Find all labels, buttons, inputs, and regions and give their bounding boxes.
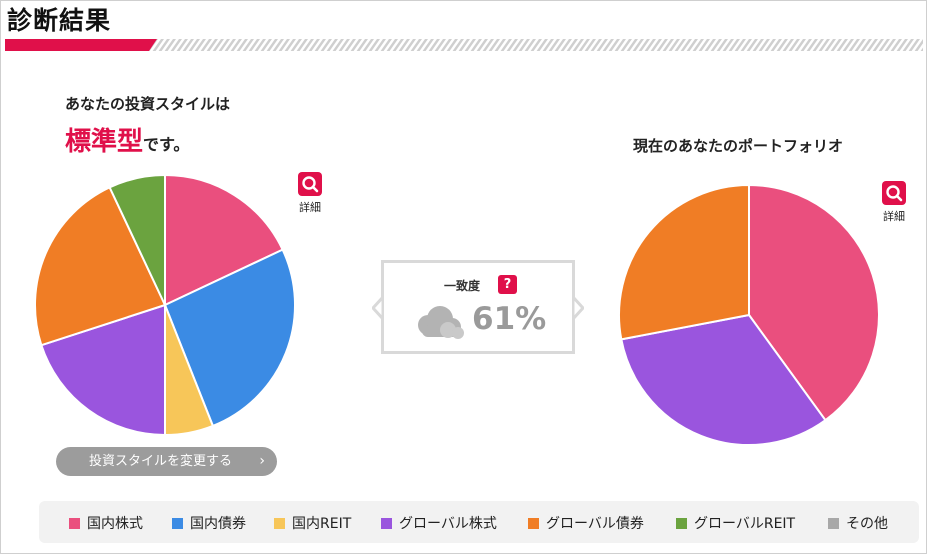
- match-right-arrow: [572, 297, 584, 319]
- investment-style-line: 標準型です。: [65, 121, 189, 158]
- match-label: 一致度: [444, 279, 481, 293]
- match-value: 61%: [472, 301, 547, 337]
- legend-item-domestic-reit: 国内REIT: [274, 513, 351, 533]
- page-title: 診断結果: [7, 6, 112, 35]
- legend-swatch: [528, 518, 539, 529]
- pie-slice-3: [618, 183, 750, 341]
- investment-style-name: 標準型: [65, 127, 144, 157]
- pie-slice-1: [748, 183, 880, 422]
- portfolio-pie-chart: [618, 183, 880, 446]
- detail-label: 詳細: [883, 210, 905, 223]
- title-underline: [5, 39, 923, 51]
- legend-item-global-reit: グローバルREIT: [676, 513, 795, 533]
- legend-item-domestic-bond: 国内債券: [172, 513, 246, 533]
- style-detail-button[interactable]: 詳細: [295, 172, 325, 215]
- pie-slice-2: [163, 248, 296, 428]
- investment-style-suffix: です。: [143, 135, 190, 154]
- pie-slice-4: [40, 303, 166, 437]
- pie-slice-1: [164, 173, 284, 307]
- legend-swatch: [274, 518, 285, 529]
- pie-slice-5: [34, 186, 167, 347]
- legend-item-global-bond: グローバル債券: [528, 513, 644, 533]
- style-pie-chart: [34, 173, 296, 437]
- legend-swatch: [381, 518, 392, 529]
- change-style-button[interactable]: 投資スタイルを変更する ›: [56, 447, 277, 476]
- search-icon: [298, 172, 322, 196]
- legend-item-other: その他: [828, 513, 888, 533]
- change-style-label: 投資スタイルを変更する: [89, 454, 233, 469]
- legend-swatch: [676, 518, 687, 529]
- legend-swatch: [172, 518, 183, 529]
- legend-swatch: [828, 518, 839, 529]
- pie-slice-2: [620, 313, 827, 446]
- portfolio-detail-button[interactable]: 詳細: [879, 181, 909, 224]
- legend: 国内株式 国内債券 国内REIT グローバル株式 グローバル債券 グローバルRE…: [39, 501, 919, 543]
- legend-swatch: [69, 518, 80, 529]
- pie-slice-6: [108, 173, 166, 306]
- match-left-arrow: [372, 297, 384, 319]
- cloud-icon: [418, 306, 464, 339]
- investment-style-intro: あなたの投資スタイルは: [65, 95, 231, 113]
- chevron-right-icon: ›: [259, 453, 265, 469]
- legend-item-domestic-stock: 国内株式: [69, 513, 143, 533]
- help-button[interactable]: ?: [498, 275, 517, 294]
- detail-label: 詳細: [299, 201, 321, 214]
- match-rate-card: 一致度 ? 61%: [381, 260, 575, 354]
- legend-item-global-stock: グローバル株式: [381, 513, 497, 533]
- search-icon: [882, 181, 906, 205]
- portfolio-title: 現在のあなたのポートフォリオ: [633, 137, 844, 155]
